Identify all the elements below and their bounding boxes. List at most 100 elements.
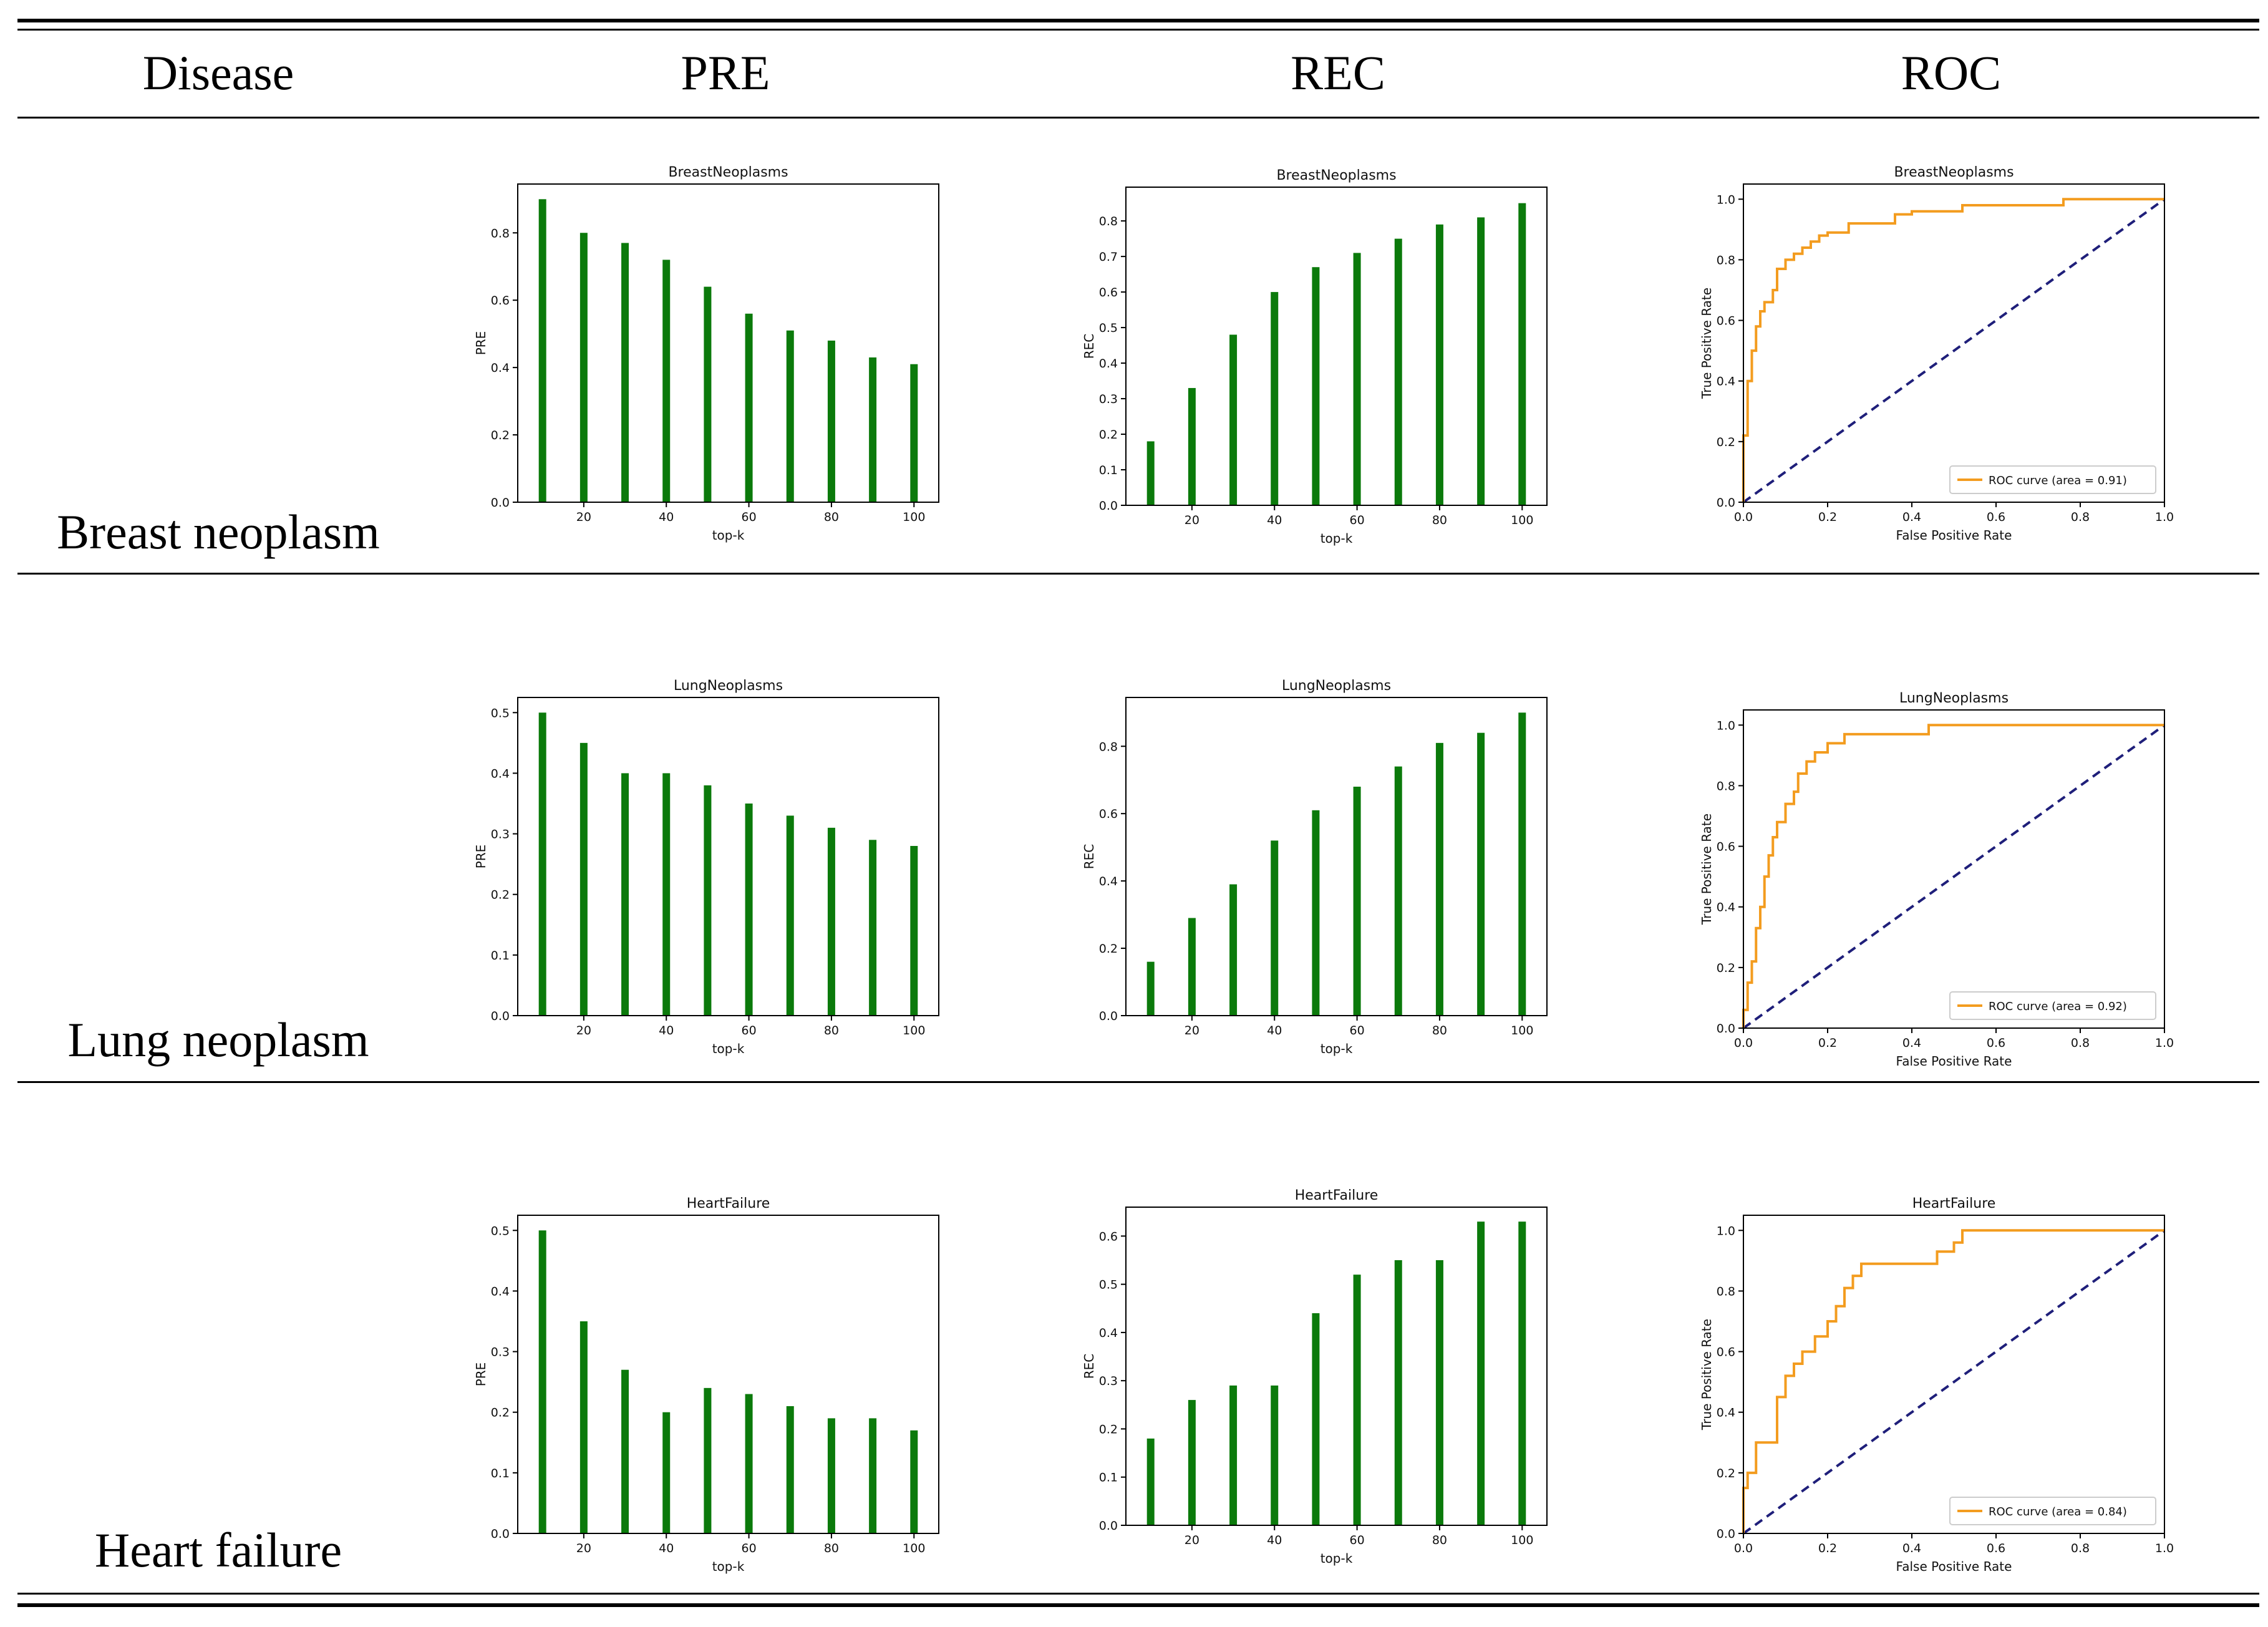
y-tick-label: 0.4 bbox=[1099, 1326, 1118, 1340]
plot-frame bbox=[1743, 1215, 2165, 1534]
diagonal-reference-line bbox=[1742, 724, 2166, 1029]
header-rec: REC bbox=[1291, 46, 1385, 100]
y-tick-label: 0.4 bbox=[491, 767, 510, 780]
x-axis-label: top-k bbox=[712, 1559, 745, 1574]
y-tick-label: 0.8 bbox=[491, 226, 510, 240]
y-tick-label: 0.3 bbox=[1099, 392, 1118, 406]
diagonal-reference-line bbox=[1742, 198, 2166, 503]
y-tick-label: 0.2 bbox=[491, 888, 510, 902]
bar bbox=[1146, 961, 1155, 1016]
y-axis-label: PRE bbox=[473, 1362, 488, 1387]
y-tick-label: 0.3 bbox=[491, 1346, 510, 1359]
x-tick-label: 0.2 bbox=[1818, 1542, 1837, 1555]
bar bbox=[579, 742, 588, 1016]
chart-title: BreastNeoplasms bbox=[1894, 165, 2014, 180]
bar bbox=[827, 340, 835, 502]
chart-title: BreastNeoplasms bbox=[668, 165, 788, 180]
y-tick-label: 0.4 bbox=[1717, 1406, 1735, 1420]
y-tick-label: 0.6 bbox=[491, 294, 510, 308]
header-rule bbox=[17, 117, 2259, 119]
x-axis-label: top-k bbox=[712, 1041, 745, 1056]
bar bbox=[869, 357, 877, 502]
x-tick-label: 40 bbox=[1267, 1533, 1282, 1547]
x-tick-label: 80 bbox=[824, 1024, 839, 1037]
x-tick-label: 0.6 bbox=[1987, 510, 2005, 524]
bar bbox=[910, 364, 918, 502]
plot-frame bbox=[517, 183, 939, 503]
bar bbox=[1477, 217, 1485, 505]
x-tick-label: 0.2 bbox=[1818, 510, 1837, 524]
y-tick-label: 0.8 bbox=[1717, 253, 1735, 267]
bar bbox=[1477, 1221, 1485, 1525]
bar bbox=[538, 1230, 546, 1533]
roc-curve-line bbox=[1742, 724, 2164, 1028]
legend: ROC curve (area = 0.84) bbox=[1949, 1497, 2156, 1525]
header-pre: PRE bbox=[681, 46, 770, 100]
bar bbox=[1229, 884, 1238, 1016]
bar bbox=[621, 1369, 629, 1533]
legend: ROC curve (area = 0.92) bbox=[1949, 991, 2156, 1020]
y-tick-label: 0.4 bbox=[1099, 875, 1118, 888]
x-tick-label: 60 bbox=[741, 1024, 756, 1037]
chart-breast-pre: BreastNeoplasms 20 40 60 80 100 0.0 0.2 0.4 0.6 0.… bbox=[473, 165, 939, 543]
bar bbox=[827, 1418, 835, 1533]
bar bbox=[1312, 1313, 1320, 1525]
legend-label: ROC curve (area = 0.84) bbox=[1989, 1505, 2127, 1518]
x-tick-label: 0.0 bbox=[1734, 1036, 1753, 1050]
x-tick-label: 40 bbox=[1267, 1024, 1282, 1037]
y-tick-label: 0.0 bbox=[491, 496, 510, 510]
y-tick-label: 0.5 bbox=[491, 1224, 510, 1238]
y-tick-label: 0.2 bbox=[491, 429, 510, 442]
x-axis-label: False Positive Rate bbox=[1896, 1054, 2012, 1069]
x-tick-label: 0.8 bbox=[2071, 1542, 2090, 1555]
y-tick-label: 0.1 bbox=[491, 949, 510, 963]
chart-lung-pre: LungNeoplasms 20 40 60 80 100 0.0 0.1 0.2 0.3 0.4 0… bbox=[473, 678, 939, 1056]
row-label-lung: Lung neoplasm bbox=[67, 1013, 369, 1067]
x-tick-label: 80 bbox=[1432, 1533, 1447, 1547]
y-tick-label: 0.2 bbox=[1099, 1422, 1118, 1436]
chart-title: LungNeoplasms bbox=[1282, 678, 1391, 694]
x-tick-label: 100 bbox=[903, 510, 925, 524]
bar bbox=[579, 1321, 588, 1533]
y-tick-label: 0.8 bbox=[1717, 1285, 1735, 1298]
bar bbox=[786, 815, 794, 1016]
y-tick-label: 0.4 bbox=[491, 361, 510, 375]
y-tick-label: 0.4 bbox=[1717, 375, 1735, 389]
y-tick-label: 0.6 bbox=[1099, 1230, 1118, 1243]
header-disease: Disease bbox=[142, 46, 294, 100]
x-axis-label: top-k bbox=[1321, 1551, 1353, 1566]
bar bbox=[1271, 840, 1279, 1016]
y-tick-label: 0.2 bbox=[1717, 961, 1735, 975]
bar bbox=[621, 773, 629, 1016]
x-tick-label: 20 bbox=[1185, 1024, 1199, 1037]
x-tick-label: 0.6 bbox=[1987, 1036, 2005, 1050]
top-rule-inner bbox=[17, 29, 2259, 31]
bar bbox=[621, 243, 629, 502]
x-tick-label: 80 bbox=[1432, 513, 1447, 527]
x-tick-label: 60 bbox=[741, 510, 756, 524]
y-tick-label: 0.1 bbox=[1099, 1471, 1118, 1485]
x-axis-label: top-k bbox=[1321, 531, 1353, 546]
y-tick-label: 0.8 bbox=[1717, 779, 1735, 793]
plot-frame bbox=[517, 697, 939, 1016]
y-tick-label: 0.0 bbox=[1717, 1022, 1735, 1036]
x-tick-label: 60 bbox=[741, 1542, 756, 1555]
x-tick-label: 80 bbox=[1432, 1024, 1447, 1037]
bar bbox=[869, 1418, 877, 1533]
chart-title: LungNeoplasms bbox=[674, 678, 783, 694]
y-tick-label: 1.0 bbox=[1717, 1224, 1735, 1238]
bar bbox=[1518, 1221, 1526, 1525]
roc-curve-line bbox=[1742, 198, 2164, 502]
chart-breast-rec: BreastNeoplasms 20 40 60 80 100 0.0 0.1 0.2 0.3 0.… bbox=[1082, 168, 1548, 546]
row-rule-1 bbox=[17, 573, 2259, 575]
bar bbox=[1188, 1400, 1196, 1525]
legend-label: ROC curve (area = 0.91) bbox=[1989, 474, 2127, 487]
y-tick-label: 0.0 bbox=[1717, 1527, 1735, 1541]
y-tick-label: 0.4 bbox=[491, 1285, 510, 1298]
legend-box bbox=[1949, 991, 2156, 1020]
bar bbox=[745, 804, 753, 1016]
bar bbox=[1229, 334, 1238, 505]
x-tick-label: 100 bbox=[1511, 1533, 1533, 1547]
